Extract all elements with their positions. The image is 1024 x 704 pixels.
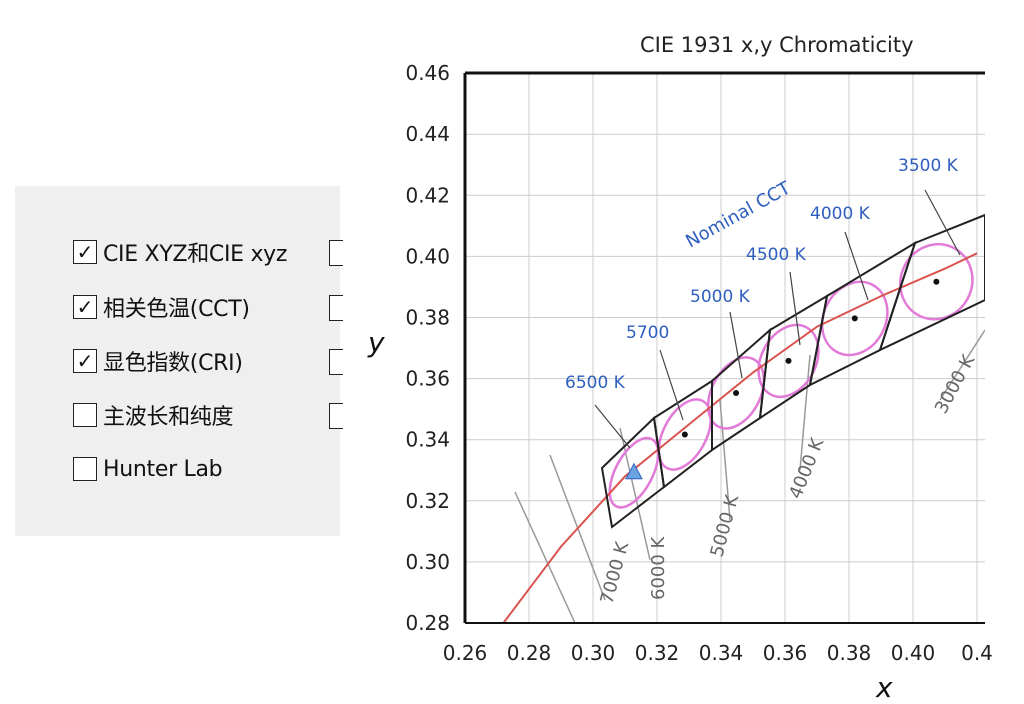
option-cct[interactable]: ✓ 相关色温(CCT) xyxy=(73,293,250,322)
cct-label: 5000 K xyxy=(690,287,751,307)
checkbox-cct[interactable]: ✓ xyxy=(73,295,97,319)
isotemperature-label: 5000 K xyxy=(707,492,744,560)
option-dominant-wavelength[interactable]: 主波长和纯度 xyxy=(73,401,234,430)
checkbox-col2-4[interactable] xyxy=(329,403,343,429)
cct-label: 5700 xyxy=(626,323,669,343)
cct-quadrangle xyxy=(878,213,985,352)
x-axis-label: x xyxy=(875,671,893,704)
isotemperature-label: 4000 K xyxy=(785,434,829,502)
reference-triangle xyxy=(625,462,643,480)
isotemperature-line xyxy=(799,354,811,471)
callout-line xyxy=(729,311,743,379)
y-axis-label: y xyxy=(367,326,385,359)
checkbox-hunter-lab[interactable] xyxy=(73,457,97,481)
isotemperature-label: 7000 K xyxy=(597,539,634,607)
cct-label: 6500 K xyxy=(565,373,626,393)
axis-ticks: 0.26 0.28 0.30 0.32 0.34 0.36 0.38 0.40 0.4 0.28 0… xyxy=(405,61,992,665)
y-tick-label: 0.28 xyxy=(405,611,450,635)
isotemperature-label: 6000 K xyxy=(648,535,669,600)
option-label: CIE XYZ和CIE xyz xyxy=(103,242,288,267)
isotemperature-line xyxy=(939,329,985,401)
option-hunter-lab[interactable]: Hunter Lab xyxy=(73,455,223,483)
macadam-ellipse xyxy=(820,280,889,357)
cct-points xyxy=(625,278,940,480)
x-tick-label: 0.28 xyxy=(507,641,552,665)
cct-label: 3500 K xyxy=(898,156,959,176)
option-label: Hunter Lab xyxy=(103,456,223,482)
cct-point xyxy=(933,278,940,285)
checkbox-col2-1[interactable] xyxy=(329,240,343,266)
chart-title: CIE 1931 x,y Chromaticity xyxy=(640,33,914,57)
cct-callouts: 6500 K 5700 5000 K 4500 K 4000 K 3500 K xyxy=(565,156,961,449)
checkbox-cie-xyz[interactable]: ✓ xyxy=(73,240,97,264)
x-tick-label: 0.38 xyxy=(827,641,872,665)
y-tick-label: 0.32 xyxy=(405,489,450,513)
planckian-locus xyxy=(502,252,978,623)
y-tick-label: 0.46 xyxy=(405,61,450,85)
y-tick-label: 0.40 xyxy=(405,244,450,268)
checkbox-col2-3[interactable] xyxy=(329,349,343,375)
x-tick-label: 0.32 xyxy=(635,641,680,665)
macadam-ellipse xyxy=(608,436,660,509)
callout-line xyxy=(594,404,631,449)
x-tick-label: 0.34 xyxy=(699,641,744,665)
macadam-ellipse xyxy=(657,398,713,471)
callout-line xyxy=(844,231,869,301)
isotemperature-line xyxy=(514,491,576,623)
callout-line xyxy=(789,271,801,346)
cct-point xyxy=(681,431,688,438)
macadam-ellipse xyxy=(706,356,766,430)
cct-label: 4500 K xyxy=(746,245,807,265)
y-tick-label: 0.34 xyxy=(405,428,450,452)
macadam-ellipse xyxy=(899,243,974,321)
checkbox-col2-2[interactable] xyxy=(329,295,343,321)
isotemperature-label: 3000 K xyxy=(931,351,980,418)
isotemperature-line xyxy=(619,427,651,561)
cct-point xyxy=(851,315,858,322)
callout-line xyxy=(924,189,961,256)
x-tick-label: 0.4 xyxy=(961,641,993,665)
callout-line xyxy=(659,349,684,421)
x-tick-label: 0.26 xyxy=(443,641,488,665)
y-tick-label: 0.30 xyxy=(405,550,450,574)
y-tick-label: 0.38 xyxy=(405,306,450,330)
option-label: 显色指数(CRI) xyxy=(103,351,243,376)
y-tick-label: 0.36 xyxy=(405,367,450,391)
isotemperature-line xyxy=(719,399,731,521)
x-tick-label: 0.36 xyxy=(763,641,808,665)
options-panel: ✓ CIE XYZ和CIE xyz ✓ 相关色温(CCT) ✓ 显色指数(CRI… xyxy=(15,186,343,536)
y-tick-label: 0.44 xyxy=(405,122,450,146)
nominal-cct-annotation: Nominal CCT xyxy=(682,177,795,252)
checkbox-dominant-wavelength[interactable] xyxy=(73,403,97,427)
x-tick-label: 0.40 xyxy=(891,641,936,665)
cct-quadrangles xyxy=(600,213,985,529)
y-tick-label: 0.42 xyxy=(405,183,450,207)
option-label: 主波长和纯度 xyxy=(103,405,234,430)
cct-quadrangle xyxy=(808,240,917,387)
checkbox-cri[interactable]: ✓ xyxy=(73,349,97,373)
macadam-ellipses xyxy=(608,243,974,509)
cct-label: 4000 K xyxy=(810,204,871,224)
cct-point xyxy=(785,357,792,364)
cct-point xyxy=(733,389,740,396)
option-cie-xyz[interactable]: ✓ CIE XYZ和CIE xyz xyxy=(73,238,288,267)
option-label: 相关色温(CCT) xyxy=(103,297,250,322)
x-tick-label: 0.30 xyxy=(571,641,616,665)
option-cri[interactable]: ✓ 显色指数(CRI) xyxy=(73,347,243,376)
